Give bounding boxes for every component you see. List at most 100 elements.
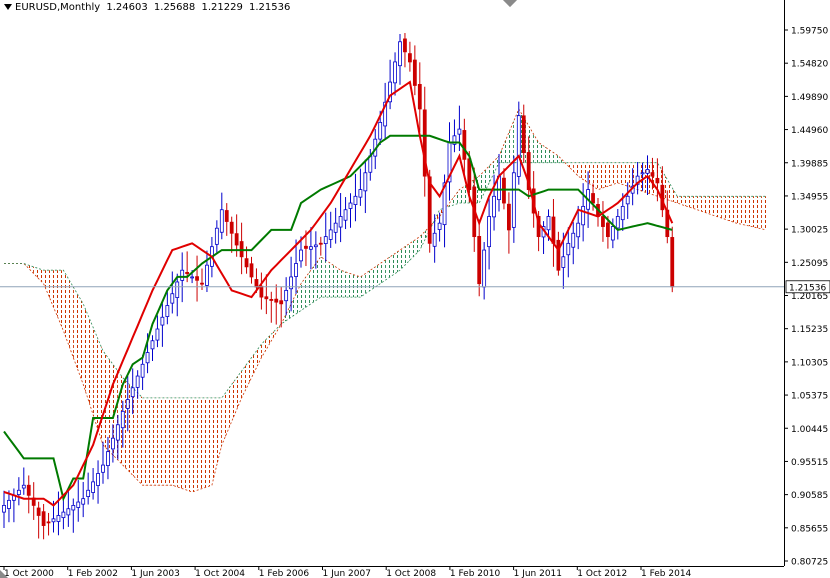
bearish-cloud-segment: [726, 196, 732, 222]
candle-body: [427, 176, 432, 244]
bearish-cloud-segment: [711, 196, 717, 217]
candle-body: [195, 276, 199, 281]
bullish-cloud-segment: [400, 246, 405, 271]
candle-body: [422, 109, 427, 177]
candle-body: [437, 222, 442, 230]
bullish-cloud-segment: [385, 256, 391, 281]
candle-body: [244, 258, 249, 268]
candle-body: [145, 352, 150, 364]
bearish-cloud-segment: [182, 397, 188, 491]
bearish-cloud-segment: [672, 187, 678, 204]
bullish-cloud-segment: [286, 303, 292, 321]
candle-body: [363, 172, 368, 192]
bearish-cloud-segment: [216, 397, 222, 466]
bullish-cloud-segment: [563, 161, 569, 167]
candle-body: [442, 182, 447, 226]
bearish-cloud-segment: [192, 397, 198, 492]
bullish-cloud-segment: [320, 256, 326, 298]
candle-body: [274, 298, 279, 303]
bearish-cloud-segment: [226, 384, 232, 434]
bearish-cloud-segment: [236, 371, 242, 410]
bearish-cloud-segment: [132, 387, 138, 481]
candle-body: [46, 521, 51, 524]
x-tick-label: 1 Oct 2004: [195, 569, 245, 578]
candle-body: [407, 53, 412, 63]
bearish-cloud-segment: [677, 196, 683, 205]
candle-body: [333, 222, 338, 233]
x-tick-label: 1 Oct 2008: [386, 569, 436, 578]
bullish-cloud-segment: [335, 266, 341, 298]
bearish-cloud-segment: [93, 327, 99, 430]
candle-body: [229, 221, 234, 234]
bullish-cloud-segment: [310, 263, 316, 304]
bullish-cloud-segment: [548, 149, 554, 163]
bullish-cloud-segment: [350, 273, 356, 298]
candle-body: [511, 172, 516, 228]
candle-body: [200, 282, 204, 285]
bearish-cloud-segment: [147, 397, 153, 486]
kijun-sen-line: [3, 134, 673, 502]
bearish-cloud-segment: [58, 270, 64, 331]
y-tick-label: 1.59750: [791, 27, 828, 37]
candle-body: [378, 121, 383, 140]
candle-body: [96, 473, 100, 486]
senkou-span-a-line: [4, 108, 767, 493]
scroll-corner-icon[interactable]: [0, 570, 8, 578]
bullish-cloud-segment: [355, 275, 361, 298]
candle-body: [299, 249, 303, 262]
bearish-cloud-segment: [206, 397, 212, 487]
candle-body: [561, 256, 566, 268]
candle-body: [140, 363, 145, 378]
bearish-cloud-segment: [697, 196, 702, 212]
dropdown-triangle-icon[interactable]: [4, 4, 12, 10]
candle-body: [556, 239, 561, 271]
x-tick-label: 1 Jun 2011: [514, 569, 562, 578]
candle-body: [338, 216, 343, 228]
bearish-cloud-segment: [221, 391, 227, 445]
bearish-cloud-segment: [38, 268, 44, 284]
bullish-cloud-segment: [325, 260, 331, 298]
bullish-cloud-segment: [301, 276, 306, 311]
candle-body: [348, 202, 353, 209]
x-tick-label: 1 Feb 2002: [68, 569, 118, 578]
candle-body: [130, 387, 135, 398]
candle-body: [234, 233, 239, 246]
candle-body: [135, 375, 140, 388]
candle-body: [477, 236, 482, 285]
candle-body: [393, 61, 397, 84]
candle-body: [175, 281, 180, 298]
candle-body: [269, 299, 274, 301]
bearish-cloud-segment: [68, 278, 74, 358]
y-tick-label: 1.44960: [791, 126, 828, 136]
candle-body: [294, 263, 298, 277]
low-value: 1.21229: [201, 2, 243, 13]
bearish-cloud-segment: [241, 364, 247, 398]
bullish-cloud-segment: [454, 189, 460, 205]
bearish-cloud-segment: [187, 397, 193, 492]
bearish-cloud-segment: [197, 397, 202, 491]
candle-body: [249, 263, 254, 278]
bearish-cloud-segment: [701, 196, 707, 214]
candle-body: [645, 169, 650, 174]
bearish-cloud-segment: [256, 344, 262, 368]
indicator-lines: [3, 80, 674, 507]
x-tick-label: 1 Jun 2003: [131, 569, 179, 578]
bullish-cloud-segment: [315, 256, 321, 301]
x-tick-label: 1 Jun 2007: [323, 569, 371, 578]
candle-body: [205, 264, 209, 286]
candle-body: [259, 285, 264, 298]
senkou-span-b-line: [4, 162, 767, 399]
bearish-cloud-segment: [142, 397, 148, 486]
candle-body: [21, 484, 26, 489]
candle-body: [655, 177, 660, 184]
bearish-cloud-segment: [706, 196, 712, 215]
candle-body: [125, 399, 130, 409]
bearish-cloud-segment: [741, 196, 747, 226]
candle-body: [51, 518, 56, 523]
bearish-cloud-segment: [667, 179, 673, 202]
bullish-cloud-segment: [533, 134, 539, 163]
candle-body: [353, 195, 358, 205]
candle-body: [160, 316, 165, 326]
open-value: 1.24603: [106, 2, 148, 13]
